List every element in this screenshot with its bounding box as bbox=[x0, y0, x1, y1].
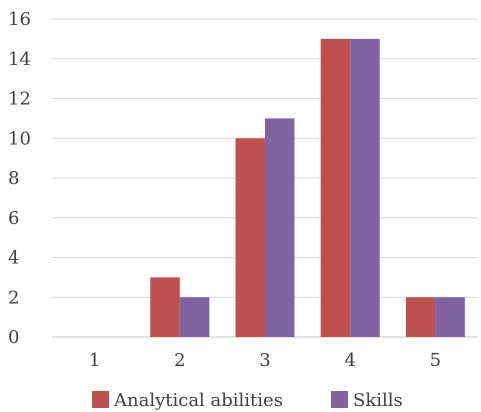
bar-analytical-abilities bbox=[405, 297, 436, 337]
y-tick-label: 12 bbox=[8, 89, 31, 110]
legend: Analytical abilities Skills bbox=[92, 390, 403, 411]
y-tick-label: 6 bbox=[8, 208, 19, 229]
x-tick-label: 5 bbox=[430, 350, 441, 371]
y-axis-tick-labels: 0 2 4 6 8 10 12 14 16 bbox=[8, 9, 31, 348]
y-tick-label: 4 bbox=[8, 248, 19, 269]
y-tick-label: 14 bbox=[8, 49, 31, 70]
x-tick-label: 3 bbox=[259, 350, 270, 371]
bar-skills bbox=[435, 297, 465, 337]
y-tick-label: 16 bbox=[8, 9, 31, 30]
y-tick-label: 0 bbox=[8, 327, 19, 348]
y-tick-label: 10 bbox=[8, 128, 31, 149]
legend-item: Skills bbox=[331, 390, 403, 411]
bar-analytical-abilities bbox=[320, 38, 351, 337]
bar-group bbox=[320, 38, 380, 337]
y-tick-label: 8 bbox=[8, 168, 19, 189]
legend-item: Analytical abilities bbox=[92, 390, 283, 411]
legend-label: Skills bbox=[353, 390, 403, 411]
bars bbox=[150, 38, 465, 337]
bar-skills bbox=[179, 297, 210, 337]
bar-group bbox=[150, 277, 210, 337]
legend-label: Analytical abilities bbox=[113, 390, 283, 411]
x-tick-label: 1 bbox=[89, 350, 100, 371]
x-tick-label: 4 bbox=[344, 350, 355, 371]
bar-analytical-abilities bbox=[235, 138, 265, 337]
bar-group bbox=[235, 118, 295, 337]
x-tick-label: 2 bbox=[174, 350, 185, 371]
legend-swatch bbox=[331, 391, 348, 408]
bar-analytical-abilities bbox=[150, 277, 180, 337]
bar-group bbox=[405, 297, 465, 337]
bar-skills bbox=[265, 118, 295, 337]
bar-skills bbox=[350, 38, 380, 337]
legend-swatch bbox=[92, 391, 109, 408]
y-tick-label: 2 bbox=[8, 287, 19, 308]
x-axis-tick-labels: 1 2 3 4 5 bbox=[89, 350, 441, 371]
